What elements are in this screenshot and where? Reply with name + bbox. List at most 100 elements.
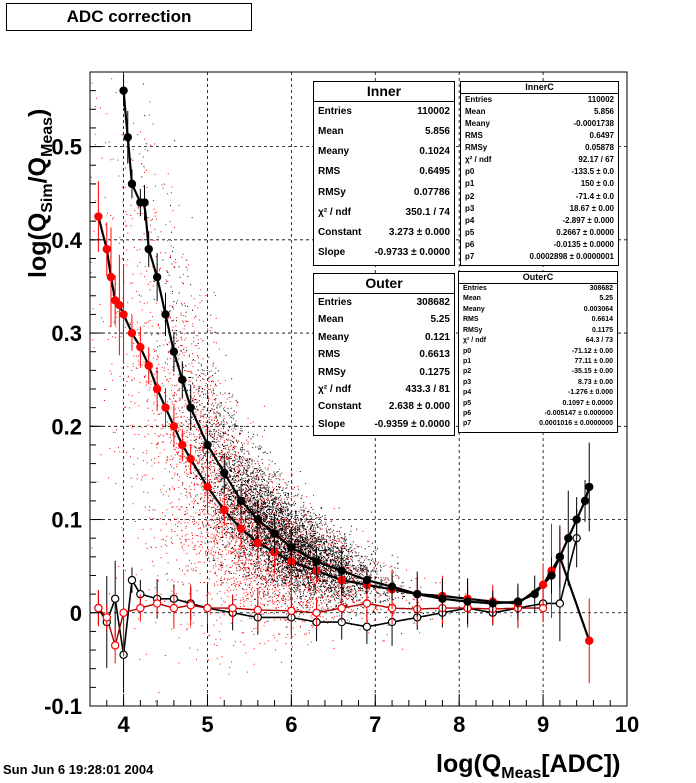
stats-value: -0.9733 ± 0.0000 bbox=[374, 246, 450, 258]
stats-value: -1.276 ± 0.000 bbox=[567, 389, 613, 397]
stats-row: p4 -1.276 ± 0.000 bbox=[459, 388, 617, 398]
inner-profile-point bbox=[161, 310, 170, 319]
stats-key: Slope bbox=[318, 418, 346, 430]
stats-key: p3 bbox=[463, 378, 472, 386]
y-tick-label: 0.2 bbox=[51, 414, 82, 439]
stats-key: Meany bbox=[318, 146, 350, 158]
stats-value: 3.273 ± 0.000 bbox=[388, 226, 450, 238]
stats-title: InnerC bbox=[461, 82, 618, 94]
stats-key: p0 bbox=[465, 167, 475, 177]
stats-key: Mean bbox=[318, 314, 344, 326]
inner-residual-point bbox=[127, 575, 137, 585]
stats-value: 433.3 / 81 bbox=[405, 383, 450, 395]
inner-profile-point bbox=[186, 403, 195, 412]
outer-profile-point bbox=[115, 300, 124, 310]
outer-profile-point bbox=[127, 328, 137, 338]
x-tick-label: 9 bbox=[537, 712, 549, 737]
stats-value: 8.73 ± 0.00 bbox=[578, 378, 613, 386]
inner-profile-point bbox=[547, 571, 556, 580]
stats-key: χ² / ndf bbox=[318, 383, 351, 395]
stats-value: -2.897 ± 0.000 bbox=[562, 215, 614, 225]
inner-profile-point bbox=[220, 468, 229, 478]
stats-row: Meany 0.121 bbox=[314, 329, 454, 346]
outer-residual-point bbox=[94, 603, 103, 613]
stats-value: 2.638 ± 0.000 bbox=[388, 401, 450, 413]
stats-row: Entries 110002 bbox=[461, 94, 618, 106]
inner-profile-point bbox=[203, 440, 212, 450]
stats-row: p7 0.0002898 ± 0.0000001 bbox=[461, 251, 618, 263]
stats-key: RMS bbox=[463, 316, 479, 324]
x-tick-label: 7 bbox=[369, 712, 381, 737]
outer-profile-point bbox=[220, 506, 229, 515]
y-tick-label: 0.5 bbox=[51, 135, 82, 160]
stats-row: p6 -0.0135 ± 0.0000 bbox=[461, 239, 618, 251]
inner-profile-point bbox=[144, 244, 153, 254]
inner-profile-point bbox=[123, 133, 132, 142]
stats-key: χ² / ndf bbox=[465, 155, 492, 165]
inner-residual-point bbox=[110, 594, 120, 603]
stats-row: Mean 5.25 bbox=[314, 311, 454, 328]
inner-profile-point bbox=[585, 482, 594, 492]
inner-profile-point bbox=[253, 515, 263, 524]
stats-key: RMSy bbox=[318, 186, 346, 198]
stats-row: Entries 110002 bbox=[314, 102, 454, 122]
stats-row: p2 -35.15 ± 0.00 bbox=[459, 367, 617, 377]
stats-value: 110002 bbox=[417, 106, 450, 117]
stats-row: Constant 2.638 ± 0.000 bbox=[314, 398, 454, 415]
stats-key: Meany bbox=[465, 119, 490, 129]
inner-profile-point bbox=[413, 589, 422, 599]
stats-value: -0.9359 ± 0.0000 bbox=[374, 418, 450, 430]
stats-value: -0.0135 ± 0.0000 bbox=[553, 239, 614, 249]
outer-residual-point bbox=[102, 613, 111, 622]
stats-key: RMSy bbox=[463, 326, 483, 334]
outer-profile-point bbox=[253, 538, 263, 548]
outer-profile-point bbox=[161, 403, 170, 412]
stats-key: p6 bbox=[463, 410, 472, 418]
inner-profile-point bbox=[580, 496, 590, 506]
stats-row: RMSy 0.07786 bbox=[314, 183, 454, 203]
stats-row: RMSy 0.05878 bbox=[461, 142, 618, 154]
stats-value: 0.121 bbox=[424, 331, 450, 343]
stats-key: χ² / ndf bbox=[318, 206, 351, 218]
outer-profile-point bbox=[144, 361, 153, 370]
profile-points bbox=[94, 74, 594, 693]
stats-row: χ² / ndf 64.3 / 73 bbox=[459, 336, 617, 346]
stats-key: Entries bbox=[318, 297, 352, 308]
stats-row: Mean 5.856 bbox=[314, 122, 454, 142]
stats-key: Entries bbox=[318, 106, 352, 117]
stats-title: Outer bbox=[314, 274, 454, 294]
stats-value: 0.1097 ± 0.0000 bbox=[562, 399, 613, 407]
outer-profile-point bbox=[106, 272, 116, 282]
stats-row: Slope -0.9359 ± 0.0000 bbox=[314, 416, 454, 433]
outer-residual-point bbox=[186, 601, 195, 610]
stats-value: 92.17 / 67 bbox=[578, 155, 614, 165]
stats-value: 0.003064 bbox=[583, 305, 613, 313]
chart-title: ADC correction bbox=[6, 3, 252, 31]
inner-profile-point bbox=[119, 86, 128, 95]
inner-profile-point bbox=[140, 198, 149, 207]
stats-key: p7 bbox=[463, 420, 472, 428]
stats-row: Constant 3.273 ± 0.000 bbox=[314, 223, 454, 243]
inner-profile-point bbox=[513, 597, 523, 606]
stats-value: 64.3 / 73 bbox=[585, 337, 613, 345]
stats-value: -71.4 ± 0.0 bbox=[575, 191, 614, 201]
tick-labels: 4 5 6 7 8 9 10 -0.1 0 0.1 0.2 0.3 0.4 0.5 bbox=[44, 135, 639, 737]
outer-residual-point bbox=[203, 603, 212, 613]
stats-row: RMS 0.6614 bbox=[459, 315, 617, 325]
stats-title: OuterC bbox=[459, 272, 617, 284]
stats-value: 0.0001016 ± 0.0000000 bbox=[539, 420, 613, 428]
stats-title: Inner bbox=[314, 82, 454, 102]
outer-profile-point bbox=[203, 482, 212, 492]
stats-row: p4 -2.897 ± 0.000 bbox=[461, 215, 618, 227]
inner-profile-point bbox=[127, 179, 137, 189]
stats-value: 0.6497 bbox=[589, 131, 614, 141]
inner-profile-point bbox=[178, 375, 187, 384]
stats-value: 308682 bbox=[589, 285, 613, 292]
stats-box-inner: Inner Entries 110002 Mean 5.856 Meany 0.1024 RM… bbox=[313, 81, 455, 266]
stats-key: p1 bbox=[465, 179, 475, 189]
y-tick-label: 0.3 bbox=[51, 321, 82, 346]
timestamp: Sun Jun 6 19:28:01 2004 bbox=[3, 762, 154, 777]
stats-row: Meany 0.1024 bbox=[314, 142, 454, 162]
stats-key: RMS bbox=[318, 349, 341, 361]
stats-key: p3 bbox=[465, 203, 475, 213]
